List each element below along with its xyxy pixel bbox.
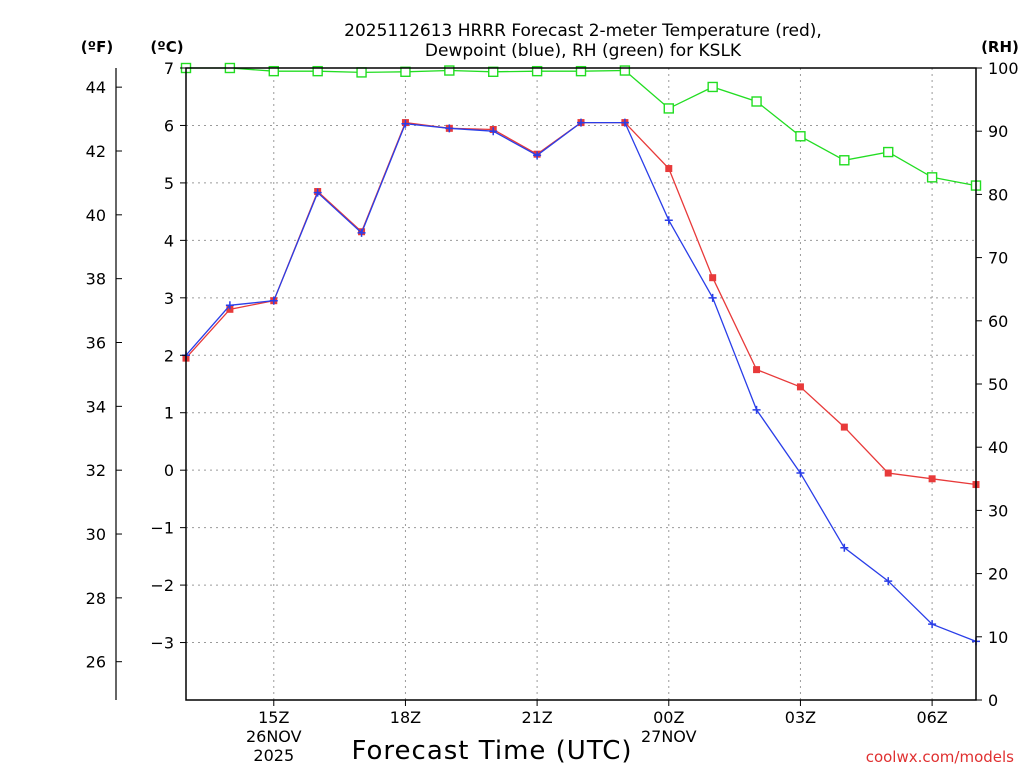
dewpoint-point xyxy=(357,228,366,237)
rh-point xyxy=(751,96,762,107)
grid xyxy=(186,67,976,700)
x-axis-label: Forecast Time (UTC) xyxy=(351,736,632,766)
dewpoint-point xyxy=(445,124,454,133)
x-tick-label: 06Z xyxy=(916,708,947,727)
rh-tick-label: 90 xyxy=(988,122,1008,141)
rh-point xyxy=(619,65,631,76)
celsius-tick-label: −1 xyxy=(150,519,174,538)
rh-unit-label: (RH) xyxy=(981,38,1019,56)
dewpoint-point xyxy=(313,188,322,197)
rh-line xyxy=(186,67,977,187)
plot-frame xyxy=(185,67,977,701)
fahrenheit-tick-label: 32 xyxy=(86,461,106,480)
temperature-line xyxy=(185,121,977,486)
celsius-tick-label: 0 xyxy=(164,461,174,480)
temperature-point xyxy=(928,475,936,483)
temperature-point xyxy=(840,423,848,431)
dewpoint-point xyxy=(225,301,234,310)
temperature-point xyxy=(884,469,892,477)
rh-point xyxy=(707,81,718,93)
temperature-point xyxy=(665,165,673,173)
dewpoint-point xyxy=(401,119,410,128)
fahrenheit-tick-label: 34 xyxy=(86,397,106,416)
dewpoint-point xyxy=(708,293,717,302)
celsius-unit-label: (ºC) xyxy=(150,38,183,56)
celsius-tick-label: 5 xyxy=(164,174,174,193)
x-tick-label: 03Z xyxy=(785,708,816,727)
dewpoint-point xyxy=(664,216,673,225)
dewpoint-line xyxy=(185,121,977,643)
fahrenheit-unit-label: (ºF) xyxy=(81,38,113,56)
rh-point xyxy=(444,65,455,76)
rh-tick-label: 20 xyxy=(988,565,1008,584)
fahrenheit-tick-label: 36 xyxy=(86,334,106,353)
rh-tick-label: 40 xyxy=(988,438,1008,457)
chart-title-line1: 2025112613 HRRR Forecast 2-meter Tempera… xyxy=(344,21,822,41)
rh-tick-label: 100 xyxy=(988,59,1019,78)
rh-point xyxy=(575,65,587,77)
x-tick-label: 00Z xyxy=(653,708,684,727)
rh-tick-label: 50 xyxy=(988,375,1008,394)
celsius-tick-label: 6 xyxy=(164,116,174,135)
celsius-tick-label: 1 xyxy=(164,404,174,423)
watermark: coolwx.com/models xyxy=(866,748,1014,766)
chart-title-line2: Dewpoint (blue), RH (green) for KSLK xyxy=(425,41,742,61)
x-tick-label: 21Z xyxy=(521,708,552,727)
rh-point xyxy=(531,65,543,77)
rh-point xyxy=(312,65,323,77)
series-layer xyxy=(180,62,982,646)
rh-tick-label: 30 xyxy=(988,501,1008,520)
rh-point xyxy=(663,103,674,114)
dewpoint-point xyxy=(620,118,629,127)
dewpoint-point xyxy=(269,296,278,305)
rh-point xyxy=(839,155,850,166)
temperature-point xyxy=(709,274,717,282)
fahrenheit-tick-label: 28 xyxy=(86,589,106,608)
dewpoint-point xyxy=(533,151,542,160)
axes: 76543210−1−2−344424038363432302826100908… xyxy=(86,59,1019,765)
rh-point xyxy=(883,146,894,158)
rh-point xyxy=(795,131,806,142)
rh-tick-label: 80 xyxy=(988,185,1008,204)
x-year-label: 2025 xyxy=(253,746,294,765)
celsius-tick-label: −3 xyxy=(150,634,174,653)
rh-tick-label: 0 xyxy=(988,691,998,710)
celsius-tick-label: 7 xyxy=(164,59,174,78)
fahrenheit-tick-label: 40 xyxy=(86,206,106,225)
rh-point xyxy=(268,65,279,77)
rh-tick-label: 70 xyxy=(988,249,1008,268)
temperature-point xyxy=(226,305,234,313)
x-tick-label: 18Z xyxy=(390,708,421,727)
x-date-label: 26NOV xyxy=(246,727,302,746)
celsius-tick-label: 4 xyxy=(164,231,174,250)
celsius-tick-label: 3 xyxy=(164,289,174,308)
temperature-point xyxy=(753,366,761,374)
fahrenheit-tick-label: 38 xyxy=(86,270,106,289)
dewpoint-point xyxy=(840,543,849,552)
dewpoint-point xyxy=(489,127,498,136)
fahrenheit-tick-label: 30 xyxy=(86,525,106,544)
rh-tick-label: 10 xyxy=(988,628,1008,647)
dewpoint-point xyxy=(577,118,585,127)
x-tick-label: 15Z xyxy=(258,708,289,727)
fahrenheit-tick-label: 42 xyxy=(86,142,106,161)
dewpoint-point xyxy=(928,620,937,629)
dewpoint-point xyxy=(884,577,893,586)
rh-point xyxy=(926,172,938,183)
dewpoint-point xyxy=(752,405,761,414)
celsius-tick-label: 2 xyxy=(164,346,174,365)
fahrenheit-tick-label: 44 xyxy=(86,78,106,97)
temperature-point xyxy=(796,383,804,391)
rh-point xyxy=(356,67,367,78)
x-date-label: 27NOV xyxy=(641,727,697,746)
celsius-tick-label: −2 xyxy=(150,576,174,595)
dewpoint-point xyxy=(796,469,805,478)
fahrenheit-tick-label: 26 xyxy=(86,653,106,672)
rh-tick-label: 60 xyxy=(988,312,1008,331)
